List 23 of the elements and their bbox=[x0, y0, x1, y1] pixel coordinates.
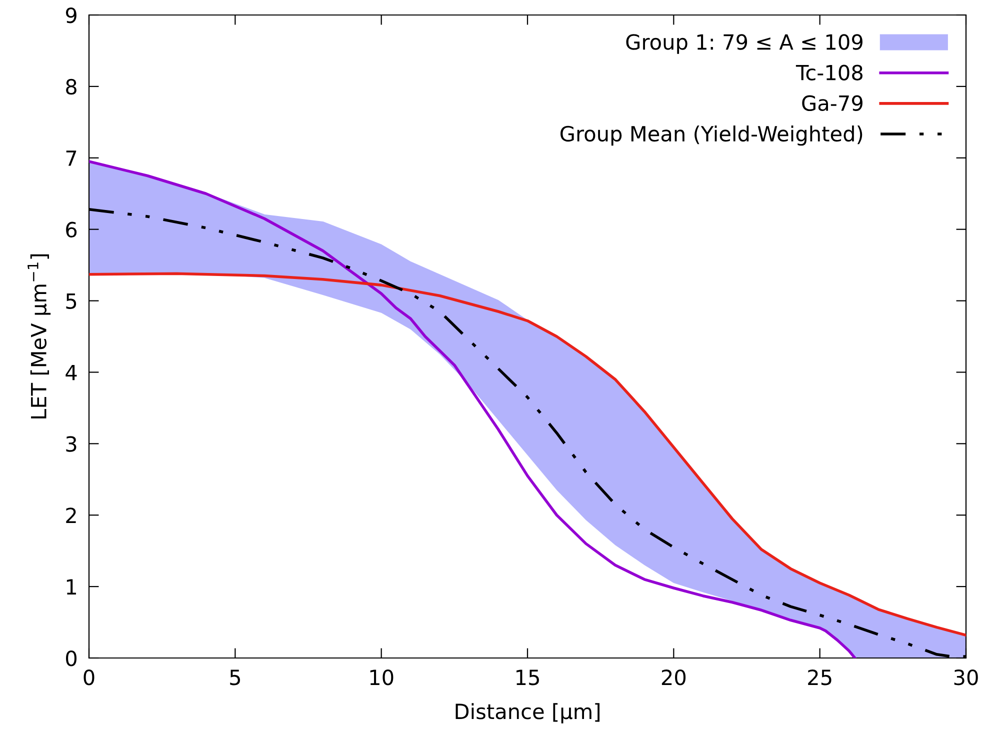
y-tick-label: 6 bbox=[66, 222, 77, 238]
y-tick-label: 8 bbox=[66, 78, 76, 95]
y-tick-label: 9 bbox=[66, 7, 76, 24]
y-tick-label: 7 bbox=[66, 150, 76, 166]
x-tick-label: 30 bbox=[954, 669, 978, 686]
legend-label: Group Mean (Yield-Weighted) bbox=[560, 125, 862, 146]
x-tick-label: 5 bbox=[230, 670, 240, 686]
y-axis-title: LET [MeV µm$^{−1}$] bbox=[28, 254, 51, 418]
x-tick-label: 25 bbox=[808, 669, 832, 686]
x-tick-label: 0 bbox=[84, 669, 94, 686]
y-tick-label: 2 bbox=[66, 508, 76, 524]
y-tick-label: 1 bbox=[66, 579, 76, 594]
x-tick-label: 20 bbox=[662, 669, 686, 686]
y-tick-label: 5 bbox=[66, 294, 76, 309]
x-axis-title: Distance [µm] bbox=[456, 703, 600, 724]
legend-label: Group 1: 79 ≤ A ≤ 109 bbox=[626, 34, 862, 54]
y-tick-label: 4 bbox=[66, 364, 77, 380]
y-tick-label: 0 bbox=[66, 650, 77, 666]
x-tick-label: 10 bbox=[370, 669, 394, 686]
legend-label: Tc-108 bbox=[796, 64, 862, 80]
x-tick-label: 15 bbox=[516, 670, 539, 686]
y-tick-label: 3 bbox=[66, 436, 76, 452]
legend-label: Ga-79 bbox=[802, 95, 862, 112]
